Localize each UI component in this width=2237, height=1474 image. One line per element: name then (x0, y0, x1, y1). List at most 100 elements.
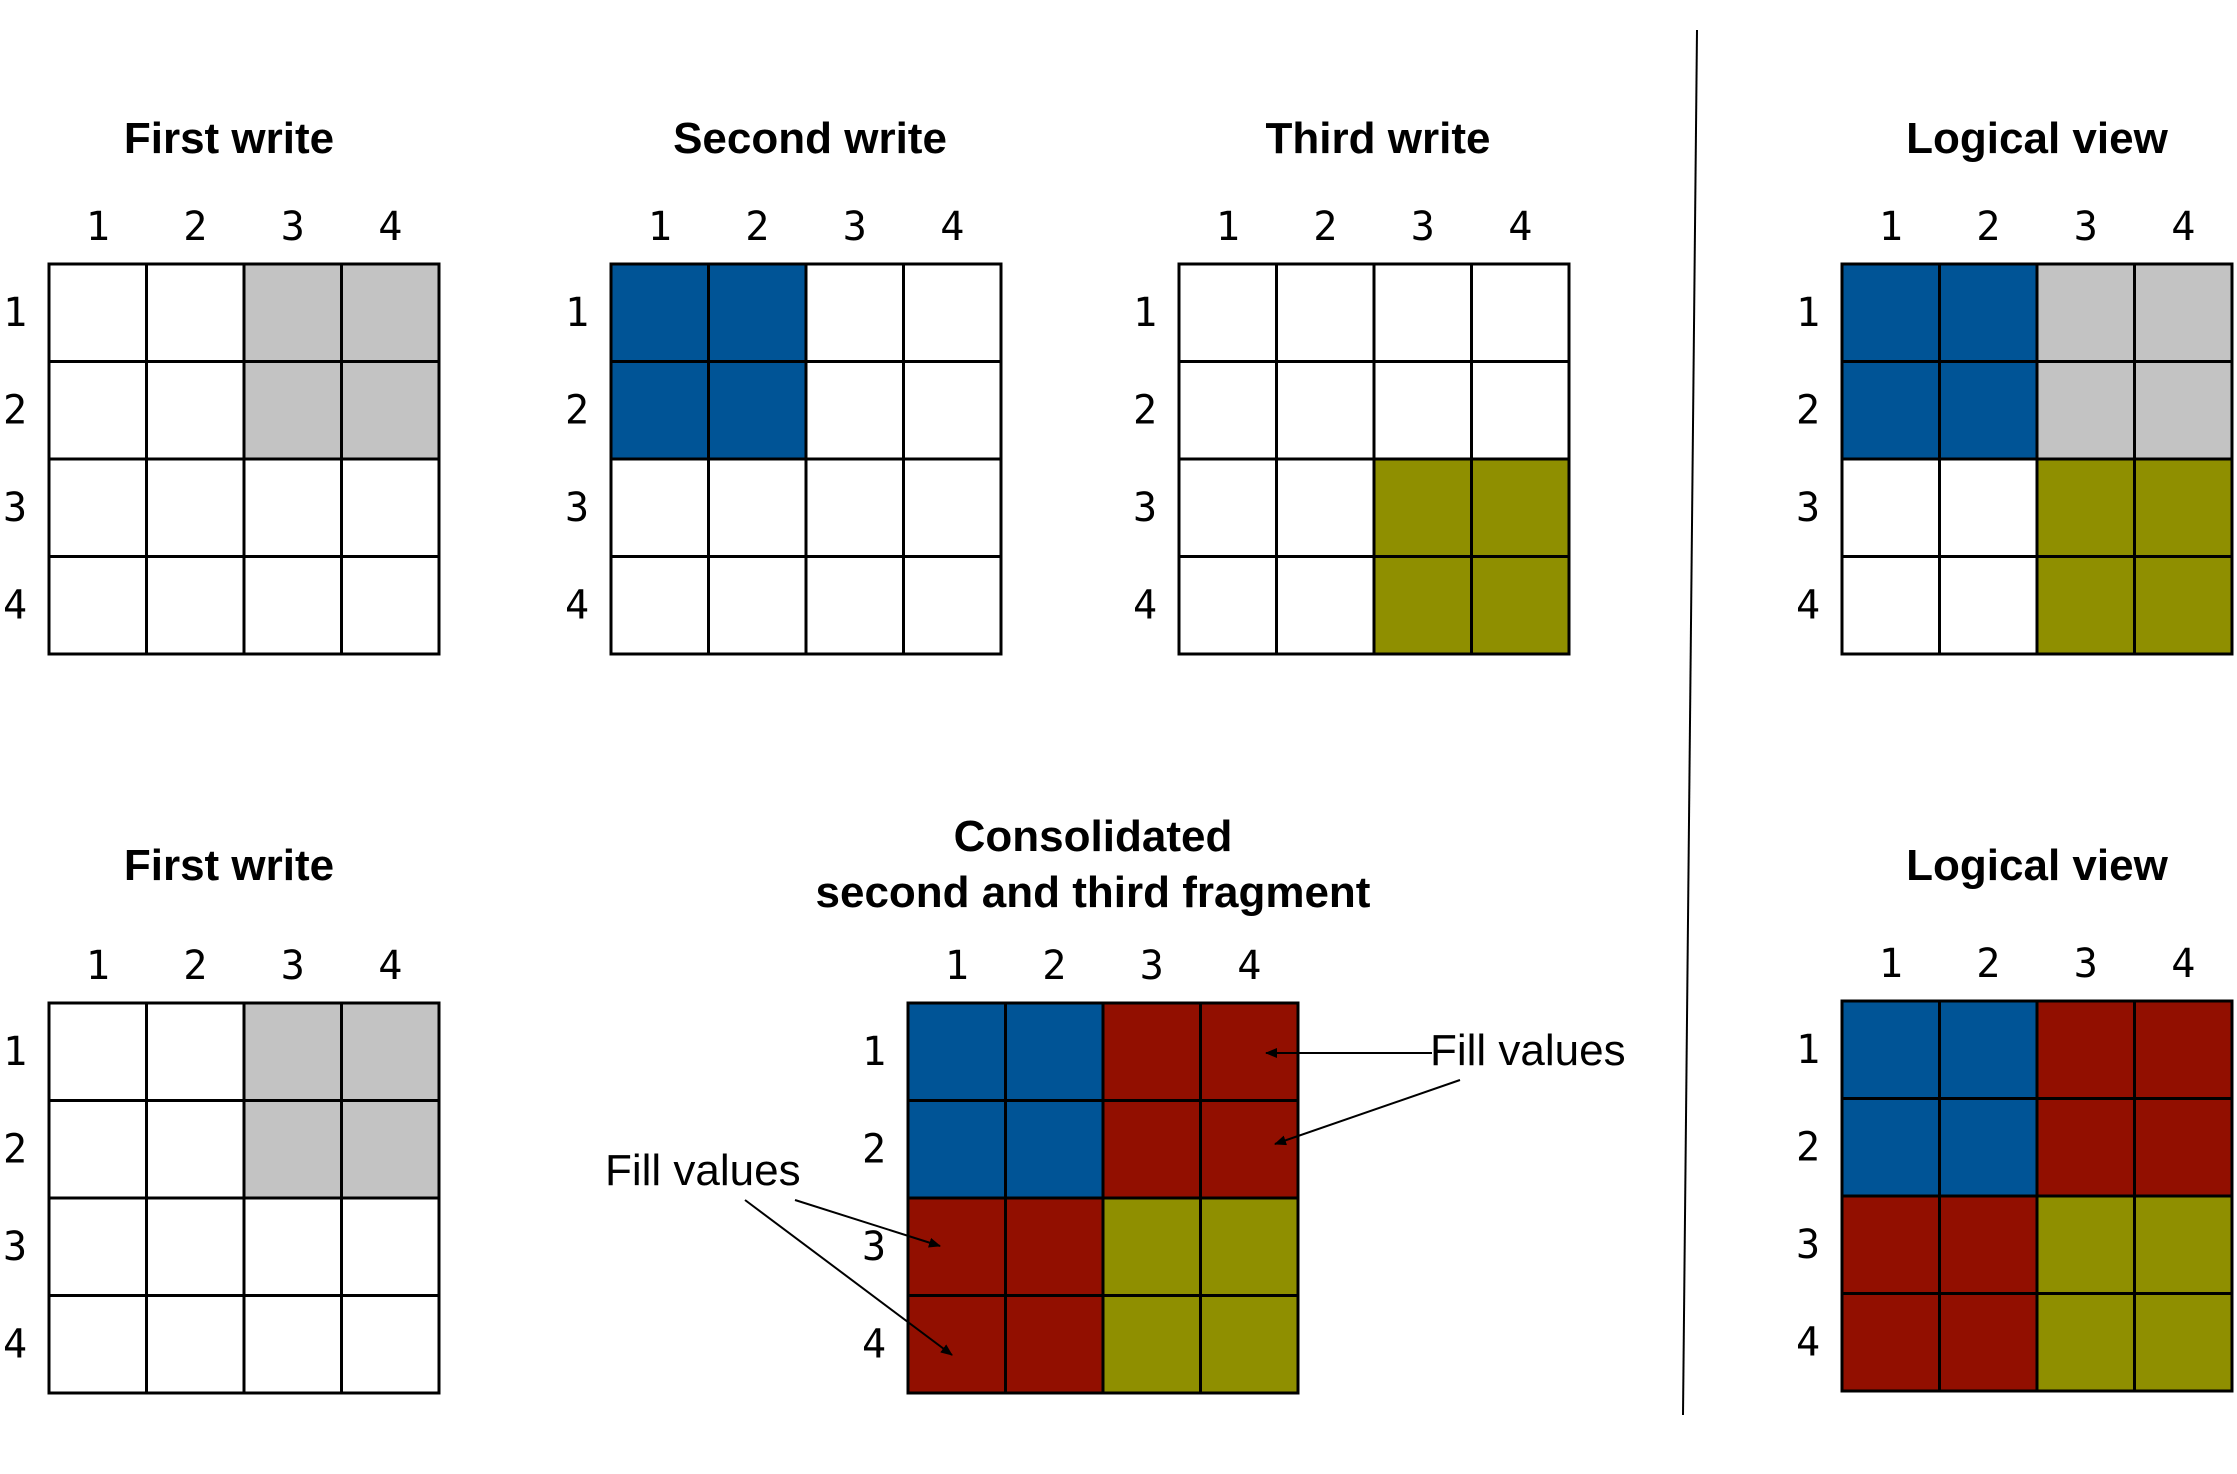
panel-first-write-top: First write 1 2 3 4 1 2 3 4 (3, 114, 441, 656)
row-label: 2 (1133, 387, 1157, 433)
row-label: 1 (1796, 1027, 1820, 1073)
grid-cell-empty (340, 1294, 441, 1395)
grid-cell-empty (707, 555, 808, 656)
row-label: 3 (862, 1224, 886, 1270)
grid-cell-red (2133, 999, 2234, 1100)
grid-cell-blue (1840, 262, 1941, 363)
grid-cell-red (2035, 999, 2136, 1100)
column-label: 2 (1313, 204, 1337, 250)
row-label: 1 (3, 290, 27, 336)
fill-values-label-right: Fill values (1430, 1026, 1626, 1075)
grid-cell-empty (242, 555, 343, 656)
row-label: 1 (565, 290, 589, 336)
grid-cell-empty (145, 1001, 246, 1102)
grid-cell-red (2035, 1097, 2136, 1198)
grid-cell-empty (47, 457, 148, 558)
grid-cell-empty (804, 360, 905, 461)
grid-cell-empty (1177, 555, 1278, 656)
grid-cell-empty (145, 457, 246, 558)
grid-cell-olive (1199, 1196, 1300, 1297)
grid-cell-red (1004, 1294, 1105, 1395)
grid-cell-blue (1004, 1099, 1105, 1200)
section-divider (1682, 29, 1698, 1416)
grid-cell-gray (242, 360, 343, 461)
row-label: 4 (1796, 1319, 1820, 1365)
panel-title: Second write (673, 114, 947, 163)
grid-cell-empty (1938, 457, 2039, 558)
row-label: 3 (1133, 485, 1157, 531)
grid-cell-empty (145, 555, 246, 656)
row-label: 4 (3, 582, 27, 628)
grid-cell-red (1199, 1001, 1300, 1102)
column-label: 4 (2171, 941, 2195, 987)
column-label: 4 (940, 204, 964, 250)
grid-cell-empty (1177, 457, 1278, 558)
column-label: 4 (2171, 204, 2195, 250)
row-label: 3 (565, 485, 589, 531)
row-label: 4 (565, 582, 589, 628)
column-label: 2 (183, 204, 207, 250)
column-label: 1 (1879, 204, 1903, 250)
grid-cell-olive (2035, 555, 2136, 656)
grid-cell-empty (47, 1099, 148, 1200)
grid-cell-empty (340, 555, 441, 656)
column-label: 1 (945, 943, 969, 989)
grid-cell-empty (340, 1196, 441, 1297)
column-label: 4 (378, 204, 402, 250)
grid-cell-empty (804, 555, 905, 656)
arrow-to-row2-fill (1274, 1079, 1461, 1146)
grid-cell-gray (242, 1001, 343, 1102)
grid-cell-red (1938, 1292, 2039, 1393)
grid-cell-empty (707, 457, 808, 558)
grid-cell-blue (609, 262, 710, 363)
column-label: 4 (378, 943, 402, 989)
grid-cell-blue (1938, 1097, 2039, 1198)
fill-values-annotation-right: Fill values (1265, 1026, 1626, 1146)
row-label: 2 (3, 387, 27, 433)
grid-cell-empty (1177, 360, 1278, 461)
column-label: 2 (1976, 941, 2000, 987)
grid-cell-empty (145, 1099, 246, 1200)
column-label: 2 (745, 204, 769, 250)
row-label: 4 (1796, 582, 1820, 628)
row-label: 3 (3, 485, 27, 531)
panel-logical-view-bottom: Logical view 1 2 3 4 1 2 3 4 (1796, 841, 2234, 1393)
grid-cell-empty (47, 1294, 148, 1395)
column-label: 4 (1508, 204, 1532, 250)
grid-cell-gray (340, 360, 441, 461)
grid-cell-red (1199, 1099, 1300, 1200)
grid-cell-empty (47, 1001, 148, 1102)
column-label: 2 (1042, 943, 1066, 989)
grid-cell-olive (1199, 1294, 1300, 1395)
row-label: 1 (862, 1029, 886, 1075)
grid-cell-empty (1840, 457, 1941, 558)
grid-cell-red (906, 1196, 1007, 1297)
grid-cell-empty (47, 360, 148, 461)
panel-third-write: Third write 1 2 3 4 1 2 3 4 (1133, 114, 1571, 656)
grid-cell-empty (609, 555, 710, 656)
grid-cell-empty (1275, 555, 1376, 656)
column-label: 2 (183, 943, 207, 989)
panel-title: Third write (1266, 114, 1491, 163)
grid-cell-olive (2035, 1292, 2136, 1393)
column-label: 1 (86, 204, 110, 250)
panel-title: Consolidated (954, 812, 1233, 861)
column-label: 3 (2074, 941, 2098, 987)
grid-cell-empty (1938, 555, 2039, 656)
row-label: 2 (1796, 1124, 1820, 1170)
grid-cell-red (1840, 1292, 1941, 1393)
grid-cell-blue (1004, 1001, 1105, 1102)
panel-title: First write (124, 114, 334, 163)
grid-cell-empty (47, 1196, 148, 1297)
arrow-to-row4-fill (744, 1199, 953, 1356)
grid-cell-blue (1938, 360, 2039, 461)
grid-cell-red (1004, 1196, 1105, 1297)
grid-cell-olive (2133, 1194, 2234, 1295)
row-label: 4 (862, 1321, 886, 1367)
column-label: 3 (281, 943, 305, 989)
row-label: 4 (3, 1321, 27, 1367)
